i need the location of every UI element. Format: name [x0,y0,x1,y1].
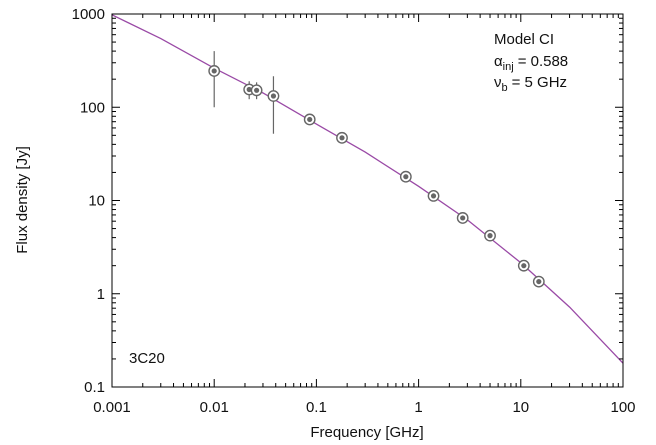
y-tick-label: 10 [88,193,105,210]
legend-alpha-subscript: inj [503,61,514,73]
data-point [487,233,493,239]
legend-alpha-symbol: α [494,53,503,70]
x-axis-title: Frequency [GHz] [310,424,423,441]
data-point [246,86,252,93]
legend-nu-symbol: ν [494,74,502,91]
legend-nu-value: = 5 GHz [512,74,567,91]
y-axis-title: Flux density [Jy] [14,146,31,254]
x-axis: 0.001 0.01 0.1 1 10 100 [93,14,636,416]
legend-model-name: Model CI [494,31,554,48]
plot-area [112,14,623,387]
legend-alpha-value: = 0.588 [518,53,568,70]
data-point [307,116,313,123]
y-tick-label: 100 [80,99,105,116]
x-tick-label: 0.1 [306,399,327,416]
data-point [270,93,277,99]
data-point [403,174,409,180]
data-points [208,51,545,288]
x-tick-label: 100 [610,399,635,416]
legend-nu-subscript: b [502,82,508,94]
model-legend: Model CI αinj = 0.588 νb = 5 GHz [494,31,568,94]
x-tick-label: 10 [512,399,529,416]
data-point [254,87,260,93]
y-tick-label: 1000 [72,6,105,23]
x-tick-label: 0.01 [200,399,229,416]
data-point [536,278,542,285]
y-axis: 0.1 1 10 100 1000 [72,6,623,396]
x-tick-label: 1 [414,399,422,416]
legend-alpha: αinj = 0.588 [494,53,568,73]
data-point [521,263,527,269]
legend-nu: νb = 5 GHz [494,74,567,94]
data-point [460,215,466,221]
x-tick-label: 0.001 [93,399,131,416]
data-point [339,135,345,141]
source-label: 3C20 [129,350,165,367]
y-tick-label: 0.1 [84,379,105,396]
data-point [211,68,217,74]
data-point [430,193,437,199]
y-tick-label: 1 [97,286,105,303]
